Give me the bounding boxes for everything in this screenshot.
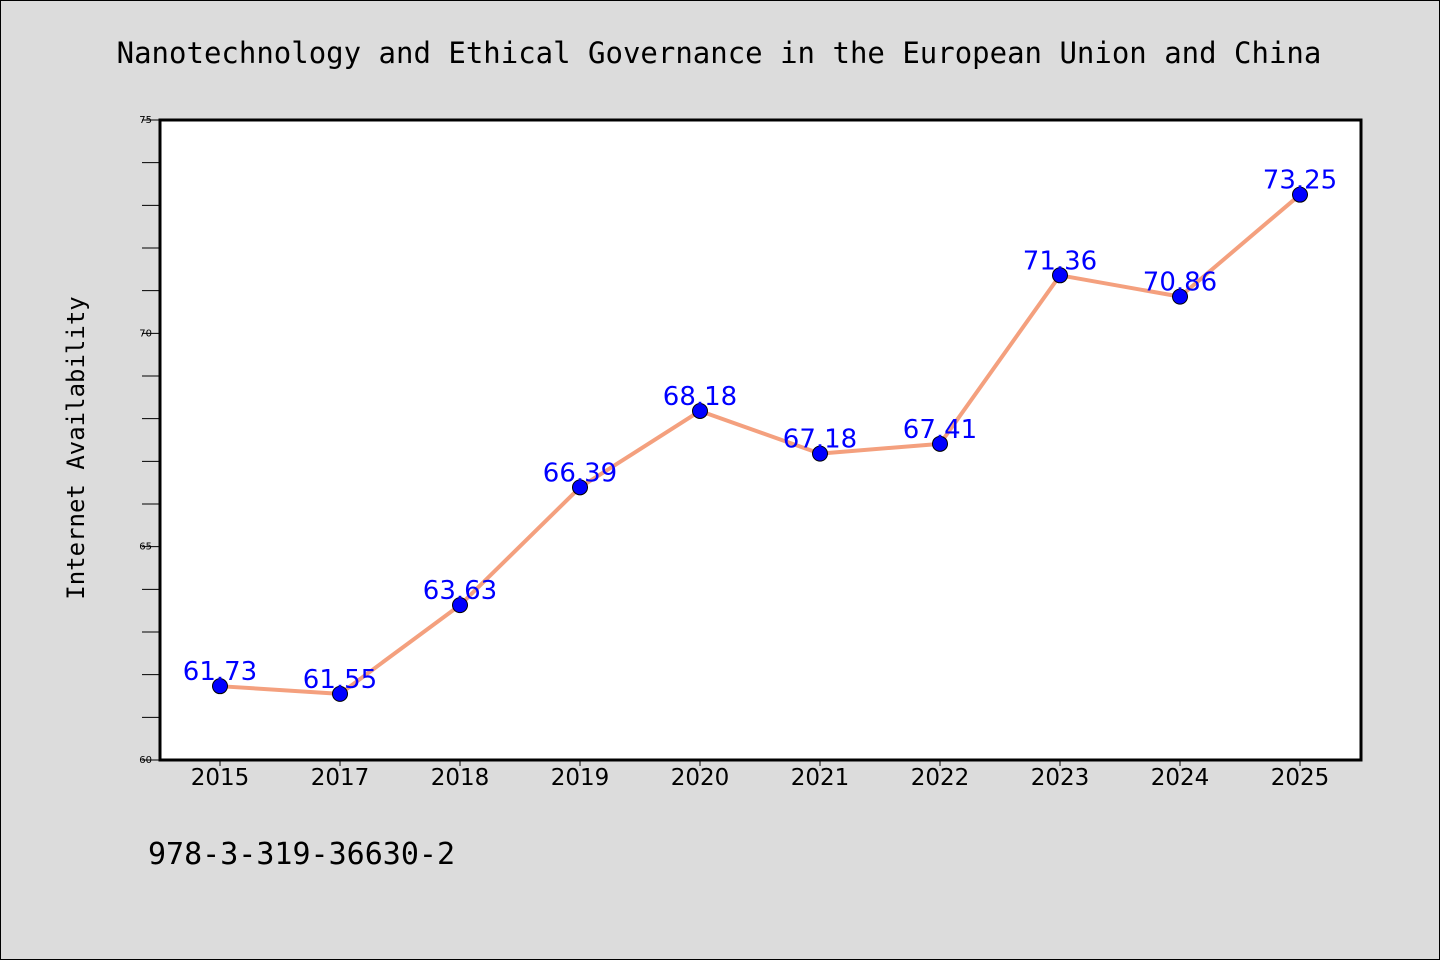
y-tick-label: 70 bbox=[139, 328, 152, 339]
data-point bbox=[812, 445, 828, 462]
data-point bbox=[572, 479, 588, 496]
data-label: 71.36 bbox=[1023, 246, 1097, 276]
isbn-footnote: 978-3-319-36630-2 bbox=[148, 837, 455, 872]
x-tick-label: 2024 bbox=[1151, 765, 1210, 791]
data-point bbox=[932, 435, 948, 452]
x-tick-label: 2022 bbox=[911, 765, 970, 791]
y-tick-label: 60 bbox=[139, 755, 152, 766]
x-tick-label: 2018 bbox=[431, 765, 490, 791]
data-label: 67.41 bbox=[903, 415, 977, 445]
data-label: 73.25 bbox=[1263, 166, 1337, 196]
x-tick-label: 2020 bbox=[671, 765, 730, 791]
x-tick-label: 2023 bbox=[1031, 765, 1090, 791]
data-point bbox=[692, 402, 708, 419]
data-point bbox=[212, 678, 228, 695]
data-label: 68.18 bbox=[663, 382, 737, 412]
y-tick-label: 65 bbox=[139, 542, 152, 553]
data-label: 61.55 bbox=[303, 665, 377, 695]
plot-area bbox=[160, 120, 1361, 760]
plot-border bbox=[158, 118, 1363, 762]
data-label: 66.39 bbox=[543, 458, 617, 488]
axis-ticks: 60 65 70 75 2015 2017 2018 2019 2020 2021 2022 2023… bbox=[139, 115, 1329, 791]
data-point bbox=[1172, 288, 1188, 305]
x-tick-label: 2015 bbox=[191, 765, 250, 791]
data-labels: 61.73 61.55 63.63 66.39 68.18 67.18 67.41 71.36… bbox=[183, 166, 1337, 695]
data-point bbox=[452, 597, 468, 614]
x-tick-label: 2021 bbox=[791, 765, 850, 791]
chart-title: Nanotechnology and Ethical Governance in… bbox=[117, 36, 1322, 70]
data-label: 61.73 bbox=[183, 657, 257, 687]
data-point bbox=[1052, 267, 1068, 284]
data-point bbox=[1292, 186, 1308, 203]
x-tick-label: 2019 bbox=[551, 765, 610, 791]
data-point bbox=[332, 685, 348, 702]
data-label: 67.18 bbox=[783, 425, 857, 455]
data-series bbox=[212, 186, 1308, 702]
data-label: 63.63 bbox=[423, 576, 497, 606]
series-line bbox=[218, 192, 1302, 696]
x-tick-label: 2025 bbox=[1271, 765, 1330, 791]
x-tick-label: 2017 bbox=[311, 765, 370, 791]
data-label: 70.86 bbox=[1143, 268, 1217, 298]
y-axis-label: Internet Availability bbox=[62, 296, 90, 599]
y-tick-label: 75 bbox=[139, 115, 152, 126]
